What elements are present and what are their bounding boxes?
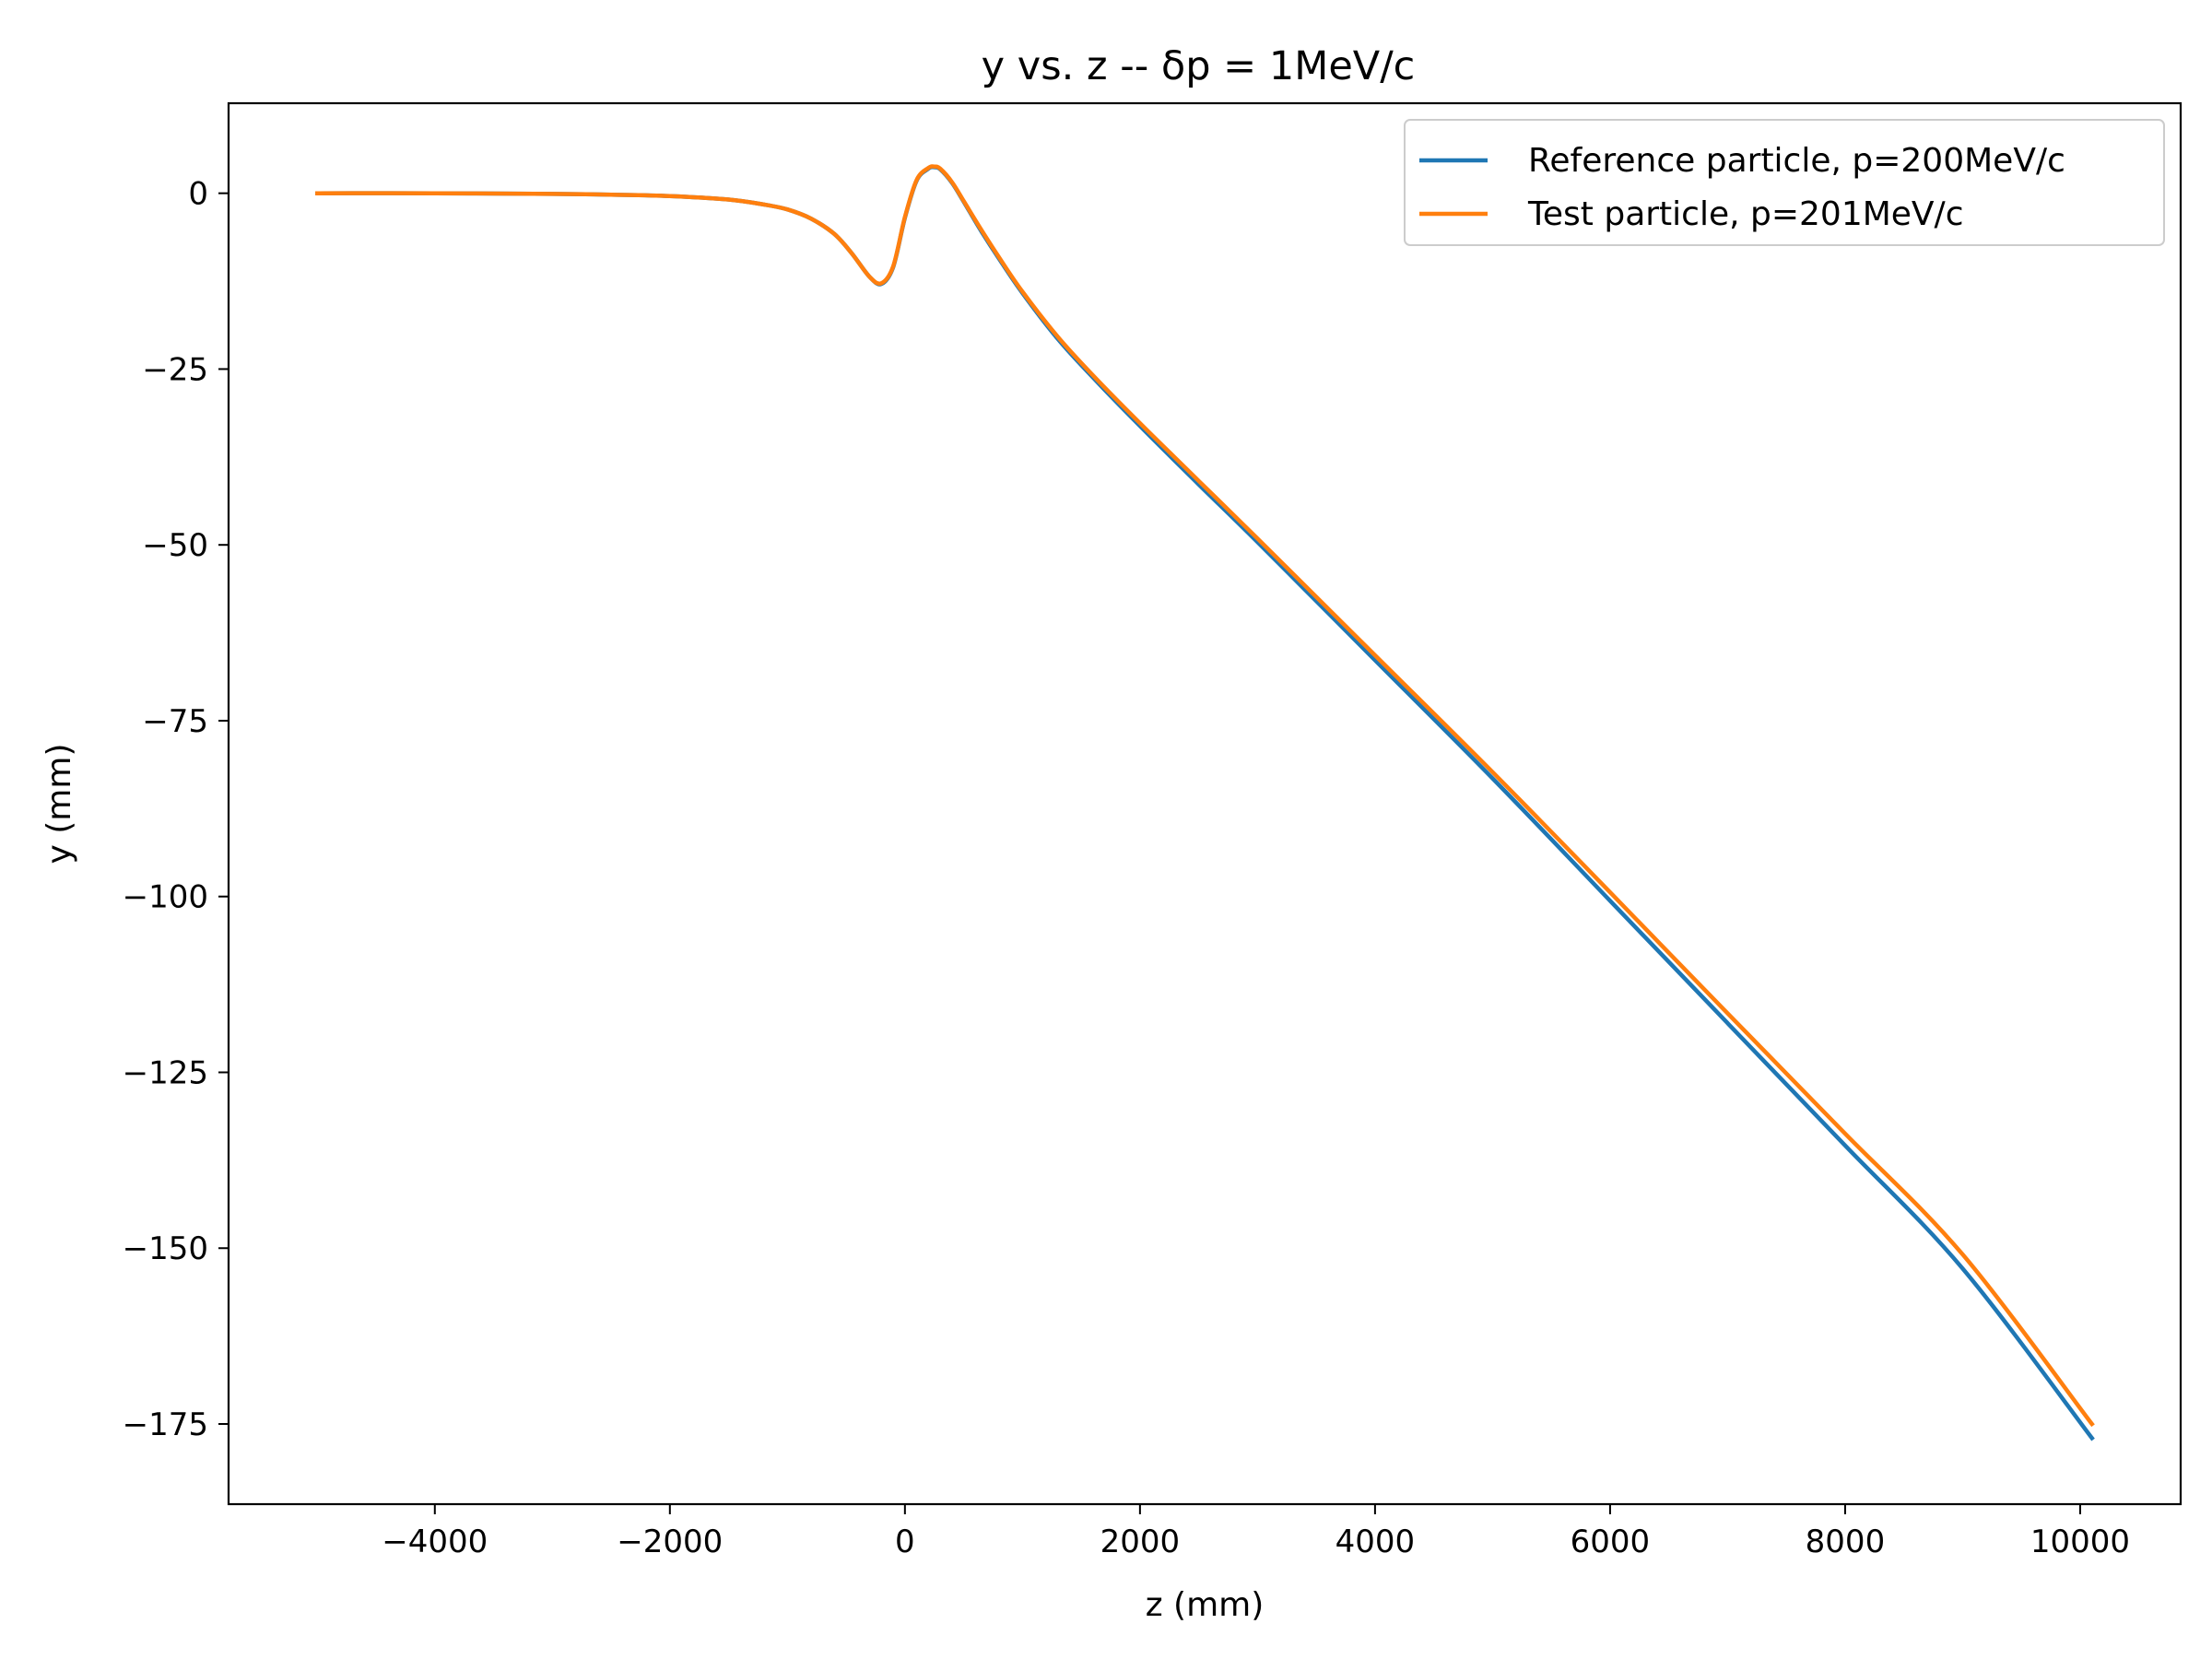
legend-label-1: Reference particle, p=200MeV/c: [1528, 142, 2065, 180]
x-tick-label: −2000: [617, 1524, 723, 1560]
y-tick-label: −150: [123, 1230, 208, 1267]
x-tick-label: −4000: [382, 1524, 488, 1560]
x-tick-label: 0: [895, 1524, 915, 1560]
y-tick-label: 0: [188, 176, 208, 213]
series-line-2: [315, 164, 2095, 1428]
series-line-1: [315, 164, 2095, 1441]
x-axis-label: z (mm): [1146, 1586, 1265, 1624]
y-axis: 0 −25 −50 −75 −100 −125 −150 −175: [123, 176, 229, 1443]
legend-box: [1404, 119, 2165, 246]
y-axis-label: y (mm): [41, 744, 78, 865]
x-tick-label: 10000: [2030, 1524, 2130, 1560]
x-tick-label: 8000: [1806, 1524, 1886, 1560]
x-tick-label: 4000: [1335, 1524, 1416, 1560]
x-tick-label: 2000: [1100, 1524, 1181, 1560]
y-tick-label: −25: [142, 351, 208, 388]
series-layer: [315, 164, 2095, 1441]
chart-title: y vs. z -- δp = 1MeV/c: [982, 43, 1416, 89]
y-tick-label: −125: [123, 1054, 208, 1091]
legend: Reference particle, p=200MeV/c Test parti…: [1404, 119, 2165, 246]
y-tick-label: −75: [142, 703, 208, 740]
x-axis: −4000 −2000 0 2000 4000 6000 8000 10000: [382, 1504, 2130, 1560]
y-tick-label: −100: [123, 879, 208, 916]
legend-label-2: Test particle, p=201MeV/c: [1527, 195, 1963, 233]
y-tick-label: −50: [142, 527, 208, 564]
y-tick-label: −175: [123, 1406, 208, 1443]
plot-area-frame: [227, 101, 2183, 1506]
x-tick-label: 6000: [1571, 1524, 1651, 1560]
